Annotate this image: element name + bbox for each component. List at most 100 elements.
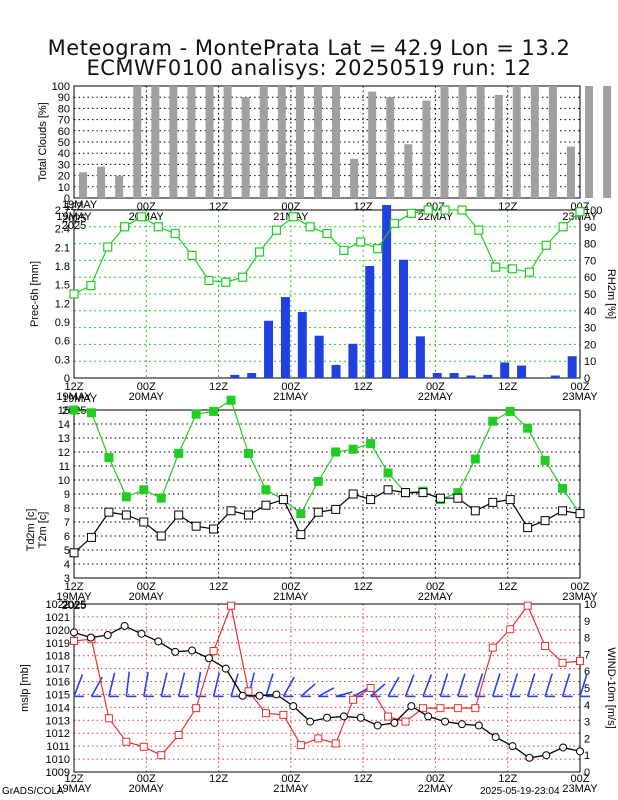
panel-4-xtick-date: 21MAY xyxy=(273,783,309,795)
td2m-marker xyxy=(104,507,114,517)
wind-ytick-label: 4 xyxy=(584,700,590,712)
panel-4-frame xyxy=(73,603,581,773)
panel-3-ytick-label: 14 xyxy=(58,419,70,431)
panel-4-grid xyxy=(74,603,580,773)
wind-barb-shaft xyxy=(230,673,239,697)
panel-2-xtick-hour: 12Z xyxy=(65,381,84,393)
mslp-marker xyxy=(441,717,450,726)
rh-marker xyxy=(389,218,400,229)
td2m-marker xyxy=(313,507,323,517)
title-line-2: ECMWF0100 analisys: 20250519 run: 12 xyxy=(86,56,532,80)
rh-marker xyxy=(457,205,467,215)
wind-barb-shaft xyxy=(404,674,415,697)
panel-4-xtick-hour: 00Z xyxy=(137,773,156,785)
cloud-bar xyxy=(79,172,88,198)
t2m-marker xyxy=(174,448,184,458)
mslp-ytick-label: 1020 xyxy=(46,625,70,637)
mslp-marker xyxy=(373,721,382,730)
panel-3-xtick-hour: 12Z xyxy=(65,581,84,593)
rh-marker xyxy=(575,207,585,217)
mslp-marker xyxy=(339,712,348,721)
td2m-marker xyxy=(174,510,184,520)
wind-barb-shaft xyxy=(352,687,370,698)
precip-ytick-label: 1.5 xyxy=(55,280,70,292)
rh-marker xyxy=(524,267,535,277)
rh-marker xyxy=(153,222,163,232)
panel-3-xtick-hour: 12Z xyxy=(209,581,228,593)
mslp-ytick-label: 1017 xyxy=(46,664,70,676)
panel-3-ytick-label: 8 xyxy=(64,503,70,515)
precip-bar xyxy=(314,335,324,378)
panel-2-xtick-date: 21MAY xyxy=(273,391,309,403)
cloud-bar xyxy=(350,158,359,198)
precip-bar xyxy=(432,373,442,378)
td2m-ylabel: Td2m [c] xyxy=(25,509,37,552)
cloud-bar xyxy=(169,86,178,198)
panel-3-ytick-label: 6 xyxy=(64,531,70,543)
rh-marker xyxy=(474,225,484,235)
wind-marker xyxy=(104,714,113,723)
panel-3-xtick-date: 21MAY xyxy=(273,591,309,603)
panel-4-xtick-hour: 12Z xyxy=(354,773,373,785)
rh-marker xyxy=(187,250,197,260)
cloud-bar xyxy=(566,146,575,198)
wind-barb-shaft xyxy=(143,671,149,697)
wind-marker xyxy=(401,717,410,726)
wind-barb-shaft xyxy=(160,672,168,697)
panel-1-ytick-label: 30 xyxy=(58,159,70,171)
cloud-bar xyxy=(458,86,467,198)
t2m-marker xyxy=(261,485,271,495)
panel-2-year-label: 2025 xyxy=(62,213,86,225)
mslp-marker xyxy=(272,690,281,699)
panel-1-ytick-label: 90 xyxy=(58,92,70,104)
wind-barb-shaft xyxy=(265,673,274,697)
mslp-marker xyxy=(323,713,331,722)
cloud-bar xyxy=(295,86,304,198)
td2m-marker xyxy=(139,517,149,527)
precip-bar xyxy=(331,364,341,378)
panel-1-ytick-label: 50 xyxy=(58,137,70,149)
wind-marker xyxy=(523,601,532,610)
precip-ytick-label: 2.1 xyxy=(55,242,70,254)
wind-marker xyxy=(488,643,497,652)
cloud-bar xyxy=(476,86,485,198)
precip-bar xyxy=(264,320,274,378)
wind-ylabel: WIND-10m [m/s] xyxy=(605,647,617,728)
panel-4-xtick-hour: 00Z xyxy=(281,773,300,785)
wind-marker xyxy=(471,704,480,713)
panel-2-xtick-date: 23MAY xyxy=(562,391,598,403)
panel-3-prev-date: 19MAY xyxy=(62,393,98,405)
panel-4-year-label: 2025 xyxy=(62,599,86,611)
title-line-1: Meteogram - MontePrata Lat = 42.9 Lon = … xyxy=(47,36,571,60)
panel-2-xtick-hour: 00Z xyxy=(137,381,156,393)
panel-1-ytick-label: 0 xyxy=(64,193,70,205)
precip-bar xyxy=(297,312,307,378)
panel-4-xtick-date: 23MAY xyxy=(562,783,598,795)
mslp-marker xyxy=(137,629,146,638)
cloud-bar xyxy=(259,86,268,198)
rh-marker xyxy=(170,228,180,239)
cloud-bar xyxy=(313,86,322,198)
wind-barb-shaft xyxy=(439,673,449,697)
wind-barb-shaft xyxy=(561,673,571,697)
panel-3-xtick-hour: 12Z xyxy=(498,581,517,593)
td2m-marker xyxy=(418,488,428,498)
wind-ytick-label: 8 xyxy=(584,633,590,645)
t2m-marker xyxy=(331,447,341,457)
panel-3-ytick-label: 10 xyxy=(58,475,70,487)
wind-barb-shaft xyxy=(370,683,386,698)
wind-barb-shaft xyxy=(457,673,466,697)
panel-2-xtick-hour: 00Z xyxy=(281,381,300,393)
mslp-marker xyxy=(407,702,416,711)
rh-marker xyxy=(491,262,501,272)
precip-ytick-label: 0 xyxy=(64,373,70,385)
wind-barb-shaft xyxy=(526,673,536,697)
precip-bar xyxy=(483,374,493,378)
cloud-bar xyxy=(368,91,377,198)
wind-ytick-label: 3 xyxy=(584,717,590,729)
cloud-bar xyxy=(422,100,431,198)
t2m-marker xyxy=(104,453,114,463)
wind-ytick-label: 9 xyxy=(584,616,590,628)
panel-4-xtick-date: 22MAY xyxy=(418,783,454,795)
wind-marker xyxy=(122,737,131,746)
